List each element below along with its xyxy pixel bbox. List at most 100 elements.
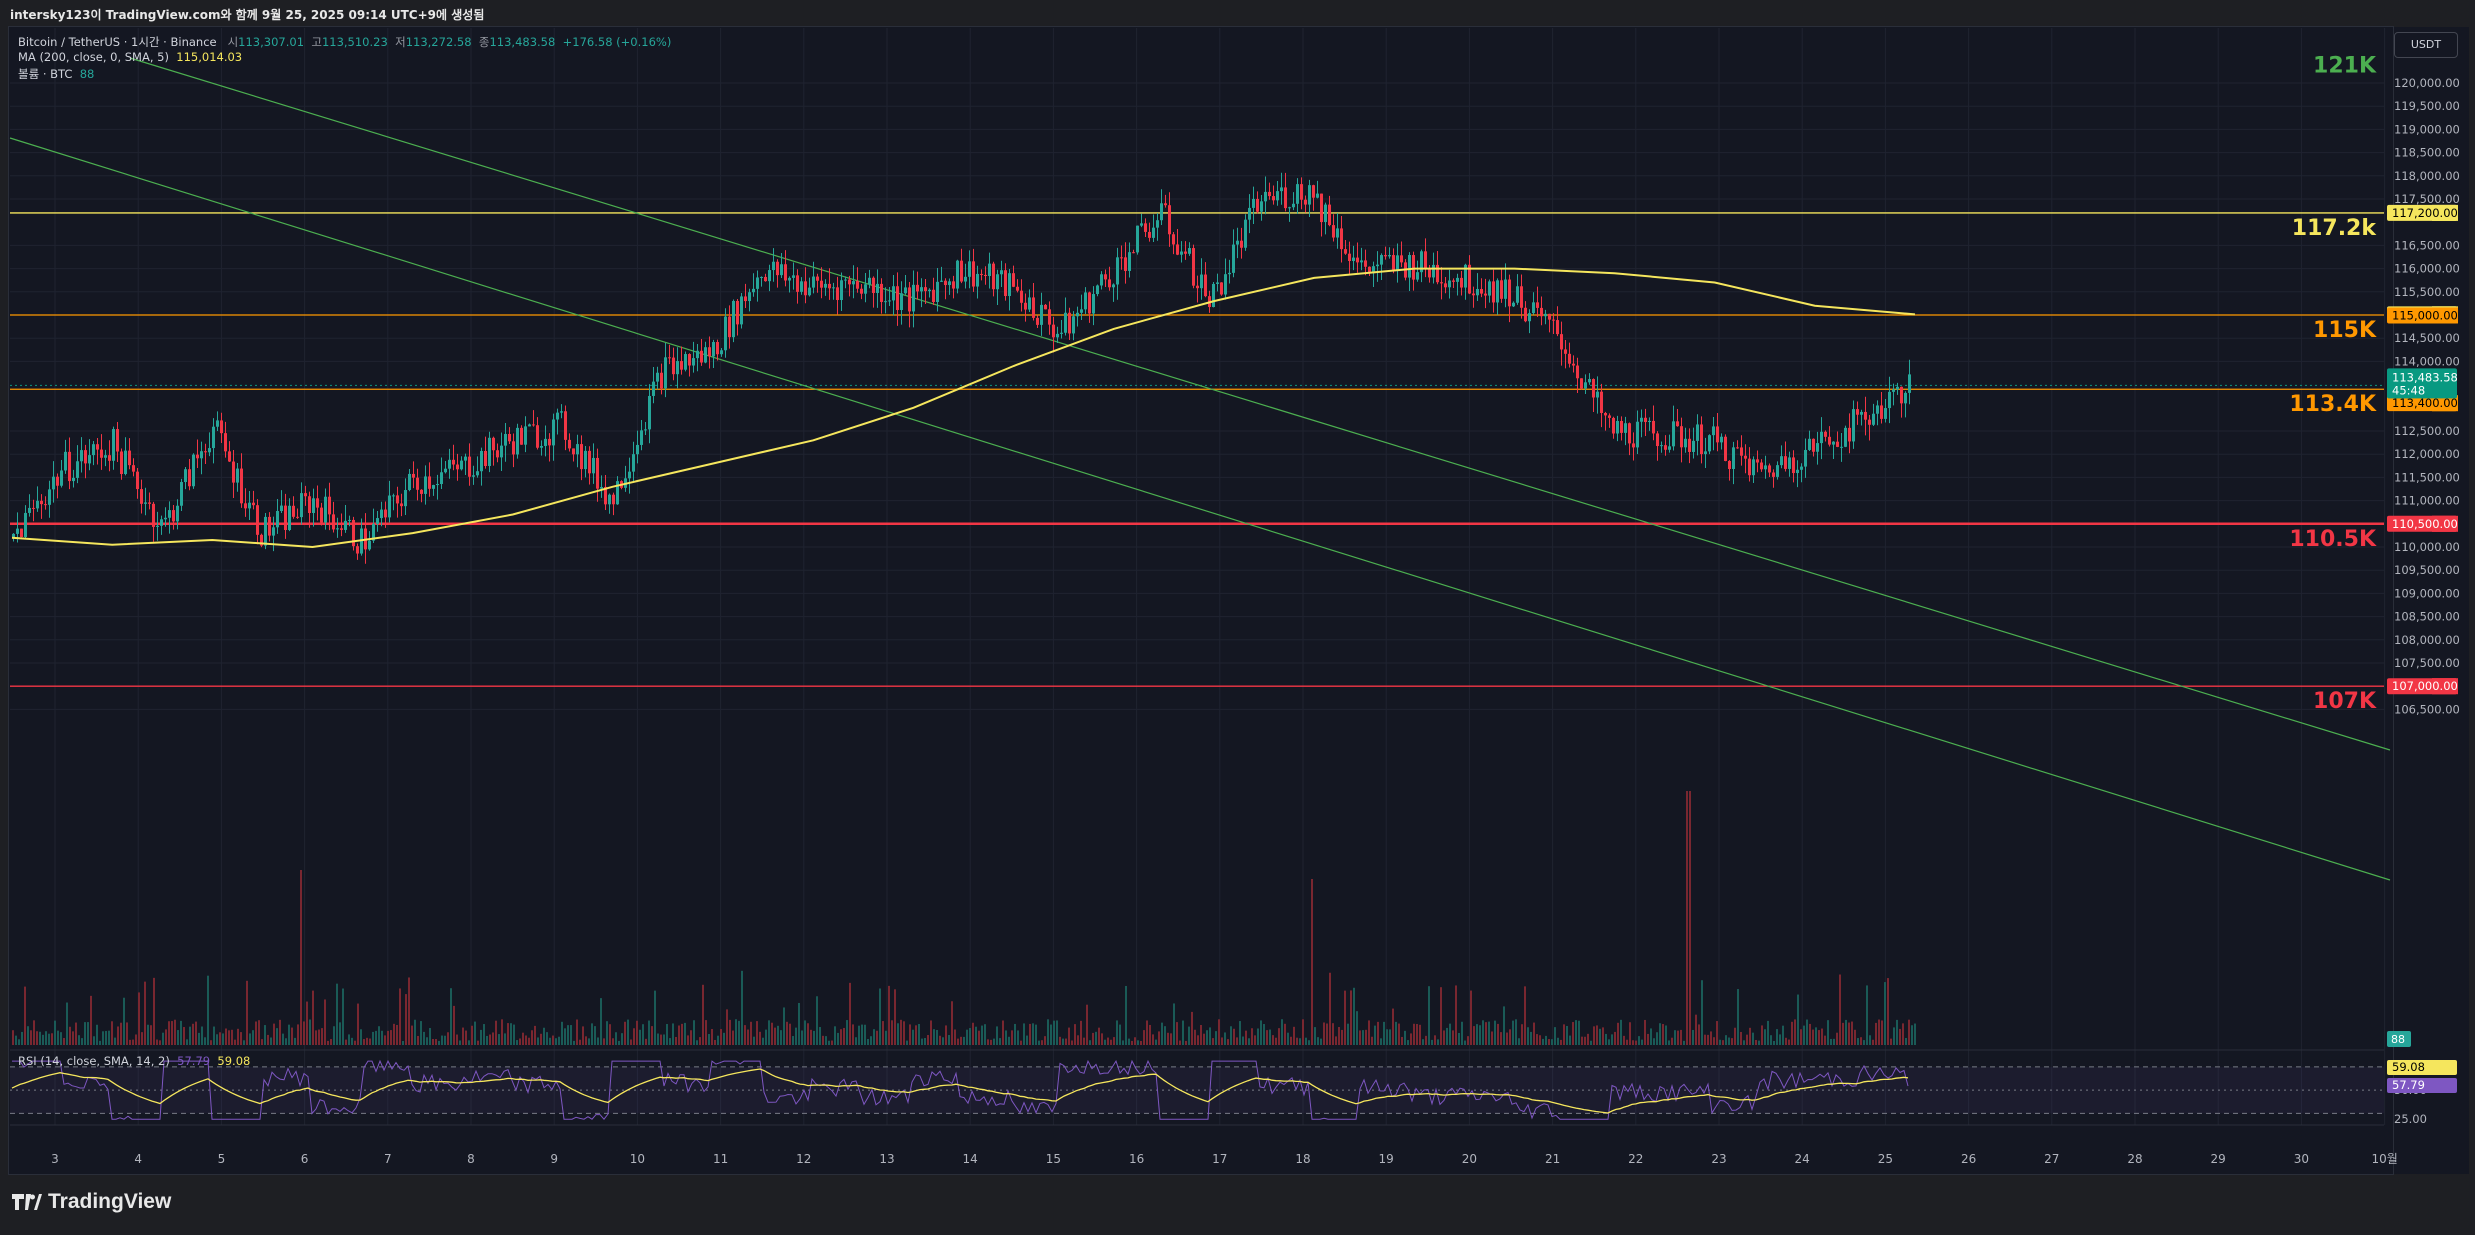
candle-body — [1908, 374, 1911, 393]
volume-bar — [600, 998, 602, 1045]
currency-button[interactable]: USDT — [2394, 32, 2458, 58]
volume-bar — [864, 1024, 866, 1045]
candle-body — [1684, 438, 1687, 448]
volume-bar — [1740, 1031, 1742, 1045]
volume-bar — [549, 1037, 551, 1045]
rsi-legend[interactable]: RSI (14, close, SMA, 14, 2) 57.79 59.08 — [18, 1054, 250, 1068]
candle-body — [432, 485, 435, 489]
volume-bar — [1857, 1038, 1859, 1045]
volume-bar — [1764, 1029, 1766, 1045]
volume-bar — [1908, 1019, 1910, 1045]
volume-bar — [810, 1029, 812, 1045]
volume-bar — [858, 1025, 860, 1045]
footer-bar — [0, 1180, 2475, 1235]
ma-legend[interactable]: MA (200, close, 0, SMA, 5) 115,014.03 — [18, 50, 242, 64]
candle-body — [1856, 409, 1859, 415]
volume-bar — [1779, 1034, 1781, 1045]
candle-body — [1276, 191, 1279, 201]
volume-bar — [1209, 1027, 1211, 1045]
candle-body — [468, 456, 471, 477]
volume-bar — [1851, 1021, 1853, 1045]
volume-bar — [78, 1035, 80, 1045]
volume-bar — [519, 1038, 521, 1045]
candle-body — [988, 263, 991, 277]
volume-bar — [1152, 1034, 1154, 1045]
candle-body — [412, 473, 415, 478]
volume-bar — [75, 1022, 77, 1045]
candle-body — [732, 300, 735, 338]
volume-bar — [522, 1032, 524, 1045]
volume-bar — [1119, 1024, 1121, 1045]
candle-body — [1352, 257, 1355, 262]
volume-bar — [534, 1025, 536, 1045]
candle-body — [980, 273, 983, 275]
tradingview-logo[interactable]: TradingView — [12, 1190, 171, 1214]
volume-bar — [1701, 980, 1703, 1045]
volume-bar — [45, 1031, 47, 1045]
candle-body — [1540, 307, 1543, 317]
candle-body — [160, 519, 163, 526]
candle-body — [1676, 421, 1679, 427]
volume-bar — [1251, 1028, 1253, 1045]
volume-bar — [1095, 1031, 1097, 1045]
candle-body — [1272, 196, 1275, 201]
candle-body — [1884, 408, 1887, 419]
volume-bar — [1185, 1040, 1187, 1045]
candle-body — [1196, 285, 1199, 289]
candle-body — [516, 427, 519, 455]
volume-bar — [1077, 1035, 1079, 1045]
candle-body — [896, 286, 899, 311]
candle-body — [560, 411, 563, 413]
candle-body — [1840, 446, 1843, 448]
candle-body — [1800, 466, 1803, 470]
volume-bar — [1083, 1037, 1085, 1045]
volume-bar — [1641, 1039, 1643, 1045]
volume-bar — [1566, 1025, 1568, 1045]
volume-bar — [1830, 1038, 1832, 1045]
volume-bar — [1044, 1036, 1046, 1045]
volume-bar — [1506, 1032, 1508, 1045]
volume-bar — [1533, 1022, 1535, 1045]
candle-body — [1644, 417, 1647, 423]
candle-body — [1016, 286, 1019, 291]
volume-bar — [1425, 1035, 1427, 1045]
volume-bar — [1866, 985, 1868, 1045]
volume-bar — [1752, 1032, 1754, 1045]
candle-body — [484, 450, 487, 467]
volume-bar — [1716, 1021, 1718, 1045]
candle-body — [1696, 424, 1699, 441]
volume-bar — [1236, 1037, 1238, 1045]
volume-bar — [1320, 1038, 1322, 1045]
volume-bar — [648, 1020, 650, 1045]
price-tag-label: 107,000.00 — [2392, 679, 2458, 693]
volume-bar — [327, 1040, 329, 1045]
volume-bar — [1674, 1030, 1676, 1045]
volume-bar — [1626, 1039, 1628, 1045]
candle-body — [672, 357, 675, 375]
candle-body — [508, 433, 511, 442]
candle-body — [912, 284, 915, 312]
candle-body — [1460, 277, 1463, 288]
candle-body — [628, 471, 631, 479]
volume-bar — [771, 1022, 773, 1045]
volume-bar — [747, 1029, 749, 1045]
time-tick: 9 — [550, 1152, 558, 1166]
candle-body — [68, 451, 71, 482]
candle-body — [1080, 309, 1083, 313]
candle-body — [996, 274, 999, 290]
volume-bar — [1374, 1025, 1376, 1045]
candle-body — [524, 426, 527, 445]
volume-bar — [720, 1029, 722, 1045]
candle-body — [112, 429, 115, 461]
volume-bar — [1545, 1035, 1547, 1045]
candle-body — [428, 476, 431, 489]
candle-body — [972, 261, 975, 287]
volume-legend[interactable]: 볼륨 · BTC 88 — [18, 66, 94, 82]
volume-bar — [1341, 1029, 1343, 1045]
volume-bar — [762, 1037, 764, 1045]
volume-bar — [1068, 1027, 1070, 1045]
volume-bar — [1500, 1032, 1502, 1045]
candle-body — [1624, 423, 1627, 433]
candle-body — [1536, 302, 1539, 308]
